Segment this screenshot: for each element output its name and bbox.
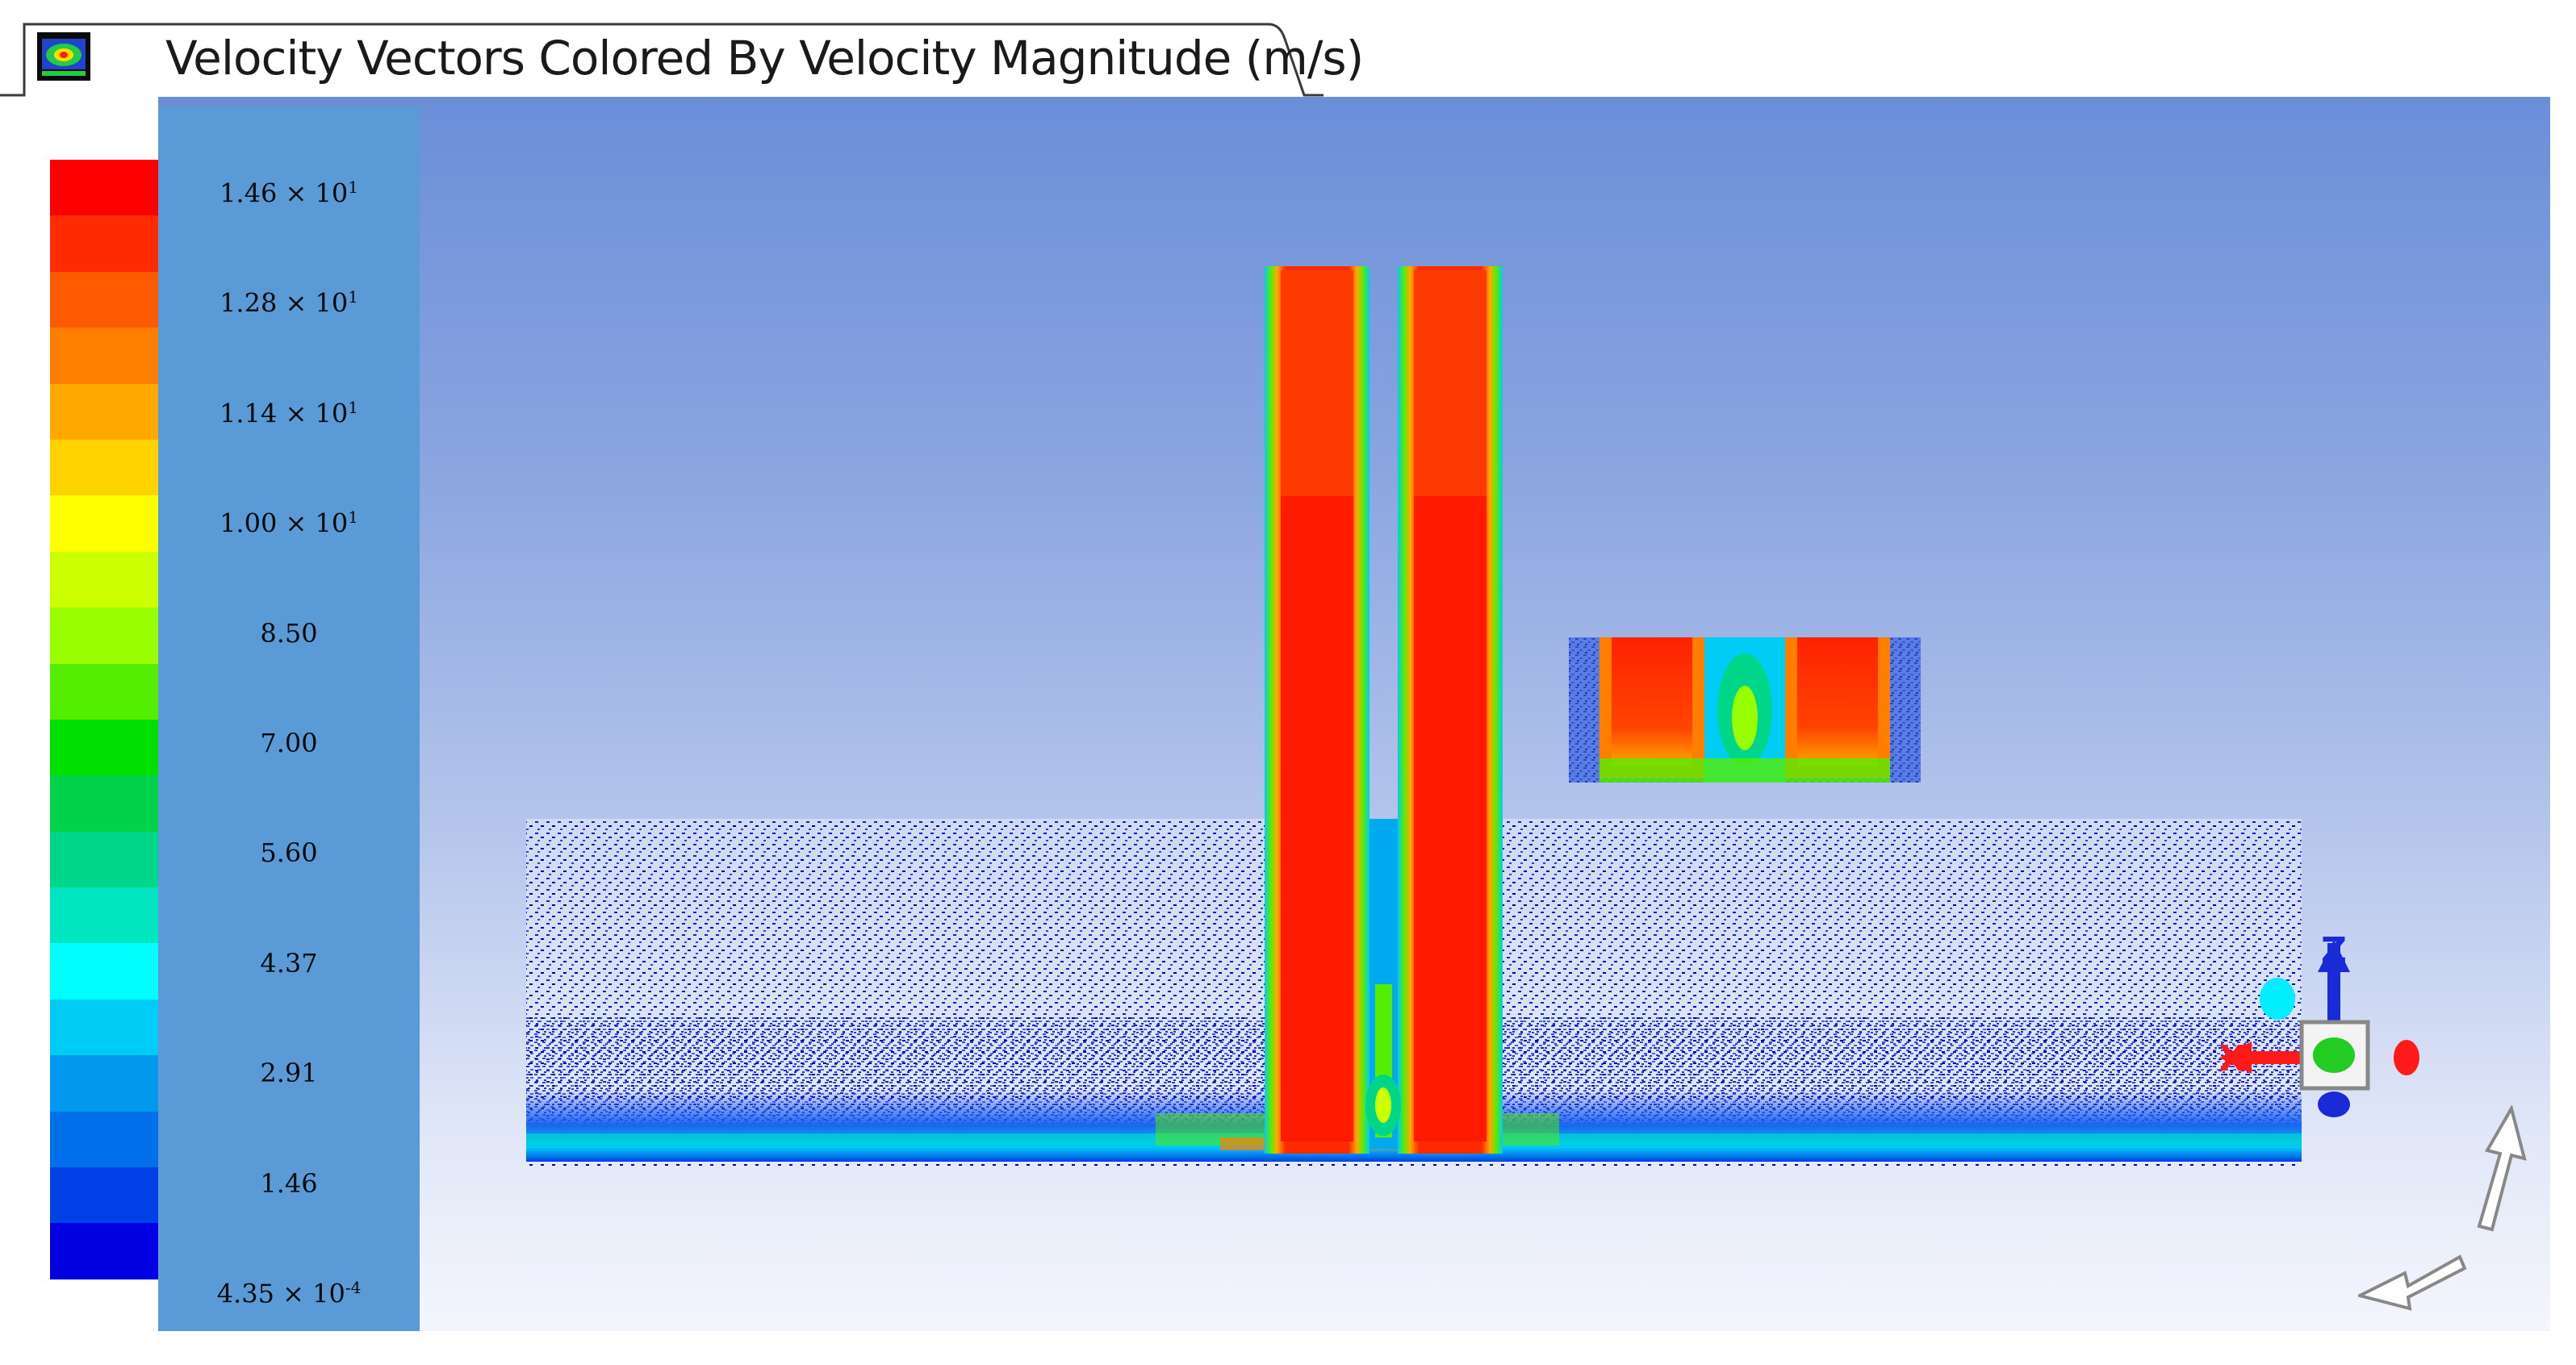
tick-mantissa: 1.00 × 10 <box>220 507 349 539</box>
colorbar <box>50 160 158 1279</box>
colorbar-swatch <box>50 943 158 1000</box>
color-legend: 1.46 × 101 1.28 × 101 1.14 × 101 1.00 × 101… <box>26 97 420 1331</box>
x-axis-label: X <box>2218 1038 2246 1079</box>
colorbar-swatch <box>50 215 158 272</box>
triad-cube <box>2299 1020 2370 1091</box>
legend-tick-label: 7.00 <box>158 728 420 758</box>
tick-mantissa: 5.60 <box>260 837 318 869</box>
colorbar-swatch <box>50 1223 158 1279</box>
jet-gap-vortex <box>1365 819 1401 1150</box>
colorbar-swatch <box>50 328 158 384</box>
tick-mantissa: 8.50 <box>260 617 318 649</box>
legend-tick-label: 8.50 <box>158 618 420 649</box>
tick-exponent: 1 <box>348 397 358 417</box>
legend-tick-label: 4.37 <box>158 948 420 979</box>
colorbar-swatch <box>50 1055 158 1112</box>
z-axis-arrowhead <box>2318 940 2350 972</box>
legend-tick-label: 2.91 <box>158 1058 420 1088</box>
tab-bar: Velocity Vectors Colored By Velocity Mag… <box>0 0 2576 97</box>
tick-exponent: 1 <box>348 287 358 307</box>
fluent-app-icon[interactable] <box>36 31 92 82</box>
graphics-viewport[interactable]: Z X 1.46 × 101 1.28 × 101 1.14 × 101 1.00 ×… <box>26 97 2550 1331</box>
legend-tick-label: 1.28 × 101 <box>158 287 420 319</box>
tick-exponent: 1 <box>348 507 358 528</box>
z-axis-label: Z <box>2321 932 2347 971</box>
tick-mantissa: 2.91 <box>260 1058 318 1089</box>
right-jet <box>1398 266 1503 1154</box>
tick-exponent: 1 <box>348 177 358 197</box>
tick-mantissa: 1.46 <box>260 1167 318 1199</box>
colorbar-swatch <box>50 831 158 888</box>
tick-mantissa: 4.37 <box>260 947 318 979</box>
legend-tick-label: 1.46 <box>158 1168 420 1199</box>
tick-mantissa: 1.14 × 10 <box>220 398 349 429</box>
colorbar-swatch <box>50 160 158 216</box>
z-axis-end-cap <box>2318 1092 2350 1117</box>
axis-triad[interactable]: Z X <box>2205 932 2423 1142</box>
colorbar-swatch <box>50 1111 158 1168</box>
tick-mantissa: 4.35 × 10 <box>216 1278 345 1309</box>
colorbar-swatch <box>50 663 158 720</box>
colorbar-swatch <box>50 495 158 552</box>
left-jet <box>1265 266 1370 1154</box>
legend-tick-label: 5.60 <box>158 837 420 868</box>
x-axis-arrowhead <box>2219 1041 2252 1074</box>
colorbar-swatch <box>50 383 158 440</box>
legend-tick-label: 1.46 × 101 <box>158 177 420 209</box>
tab-title[interactable]: Velocity Vectors Colored By Velocity Mag… <box>165 31 1364 86</box>
legend-tick-label: 1.14 × 101 <box>158 398 420 429</box>
tick-exponent: -4 <box>345 1278 362 1297</box>
tick-mantissa: 7.00 <box>260 728 318 758</box>
colorbar-swatch <box>50 439 158 496</box>
tick-mantissa: 1.46 × 10 <box>220 177 349 209</box>
colorbar-swatch <box>50 271 158 328</box>
colorbar-swatch <box>50 1167 158 1224</box>
probe-point <box>2260 978 2295 1020</box>
y-axis-end <box>2313 1037 2355 1073</box>
rotate-view-arrows-icon[interactable] <box>2358 1105 2536 1315</box>
colorbar-swatch <box>50 887 158 944</box>
colorbar-swatch <box>50 607 158 664</box>
colorbar-swatch <box>50 551 158 608</box>
legend-label-panel <box>158 106 420 1331</box>
zoom-inset <box>1569 637 1921 783</box>
velocity-vector-plot <box>526 266 2302 1166</box>
tab-outline <box>0 23 1324 97</box>
tick-mantissa: 1.28 × 10 <box>220 288 349 319</box>
legend-tick-label: 1.00 × 101 <box>158 507 420 539</box>
legend-tick-label: 4.35 × 10-4 <box>158 1278 420 1309</box>
colorbar-swatch <box>50 999 158 1056</box>
colorbar-swatch <box>50 775 158 832</box>
x-axis-end-cap <box>2394 1040 2419 1075</box>
colorbar-swatch <box>50 719 158 776</box>
